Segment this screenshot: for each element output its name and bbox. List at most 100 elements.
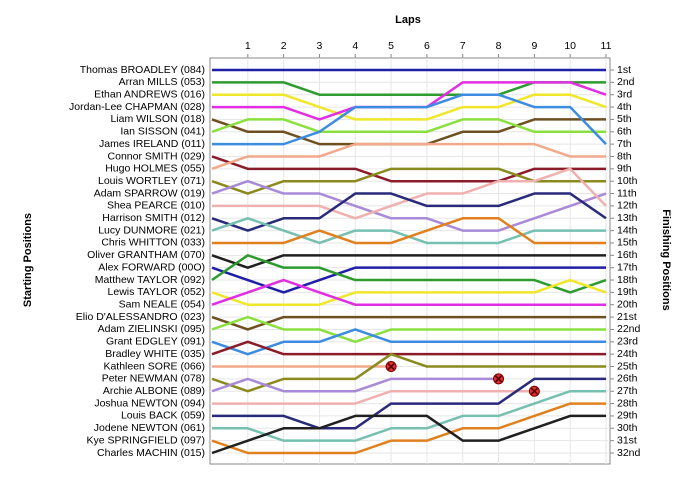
driver-label: Bradley WHITE (035) bbox=[105, 348, 205, 360]
y2-tick-label: 7th bbox=[617, 138, 632, 150]
y2-tick-label: 20th bbox=[617, 299, 638, 311]
y2-tick-label: 29th bbox=[617, 410, 638, 422]
driver-label: Adam ZIELINSKI (095) bbox=[98, 323, 205, 335]
y2-tick-label: 21st bbox=[617, 311, 637, 323]
lap-line bbox=[211, 254, 606, 269]
y2-tick-label: 32nd bbox=[617, 447, 641, 459]
lap-line bbox=[211, 118, 606, 134]
x-tick-label: 10 bbox=[564, 40, 576, 52]
lap-line bbox=[211, 167, 606, 195]
driver-label: Matthew TAYLOR (092) bbox=[95, 274, 205, 286]
lap-line bbox=[211, 315, 606, 331]
x-axis-title: Laps bbox=[395, 14, 421, 26]
lap-line bbox=[212, 217, 606, 245]
lap-line bbox=[211, 340, 606, 356]
driver-label: Oliver GRANTHAM (070) bbox=[87, 249, 205, 261]
x-tick-label: 5 bbox=[388, 40, 394, 52]
driver-label: Jodene NEWTON (061) bbox=[94, 422, 205, 434]
lap-line bbox=[211, 352, 606, 393]
y2-tick-label: 6th bbox=[617, 126, 632, 138]
retired-marker bbox=[493, 373, 505, 385]
retired-marker bbox=[385, 361, 397, 373]
lap-line bbox=[211, 377, 499, 393]
plot-frame bbox=[209, 57, 611, 465]
driver-label: Grant EDGLEY (091) bbox=[106, 336, 205, 348]
x-tick-label: 7 bbox=[460, 40, 466, 52]
driver-label: Kathleen SORE (066) bbox=[103, 360, 205, 372]
y2-tick-label: 30th bbox=[617, 422, 638, 434]
x-tick-label: 11 bbox=[601, 40, 612, 52]
y2-tick-label: 2nd bbox=[617, 76, 635, 88]
y2-tick-label: 16th bbox=[617, 249, 638, 261]
y2-tick-label: 25th bbox=[617, 360, 638, 372]
y2-tick-label: 10th bbox=[617, 175, 638, 187]
retired-marker bbox=[528, 385, 540, 397]
driver-label: Charles MACHIN (015) bbox=[97, 447, 205, 459]
driver-label: Adam SPARROW (019) bbox=[94, 187, 205, 199]
lap-line bbox=[211, 254, 607, 294]
driver-label: Shea PEARCE (010) bbox=[107, 200, 205, 212]
y2-tick-label: 18th bbox=[617, 274, 638, 286]
driver-label: Hugo HOLMES (055) bbox=[105, 163, 205, 175]
lap-line bbox=[211, 278, 606, 306]
driver-label: Elio D'ALESSANDRO (023) bbox=[76, 311, 205, 323]
x-tick-label: 8 bbox=[496, 40, 502, 52]
y2-tick-label: 8th bbox=[617, 150, 632, 162]
lap-line bbox=[212, 93, 607, 146]
x-tick-label: 2 bbox=[281, 40, 287, 52]
lap-line bbox=[211, 192, 607, 232]
driver-label: Ethan ANDREWS (016) bbox=[94, 88, 205, 100]
y2-tick-label: 27th bbox=[617, 385, 638, 397]
x-tick-label: 9 bbox=[531, 40, 537, 52]
driver-label: Lucy DUNMORE (021) bbox=[98, 224, 205, 236]
y2-tick-label: 24th bbox=[617, 348, 638, 360]
x-tick-label: 6 bbox=[424, 40, 430, 52]
y2-tick-label: 15th bbox=[617, 237, 638, 249]
driver-label: Ian SISSON (041) bbox=[120, 126, 205, 138]
y2-tick-label: 28th bbox=[617, 397, 638, 409]
driver-label: Chris WHITTON (033) bbox=[101, 237, 205, 249]
driver-label: Jordan-Lee CHAPMAN (028) bbox=[69, 101, 205, 113]
y2-tick-label: 14th bbox=[617, 224, 638, 236]
driver-label: Louis BACK (059) bbox=[121, 410, 205, 422]
y2-tick-label: 22nd bbox=[617, 323, 641, 335]
driver-label: Liam WILSON (018) bbox=[110, 113, 205, 125]
lap-line bbox=[211, 278, 607, 306]
y2-tick-label: 19th bbox=[617, 286, 638, 298]
driver-label: Harrison SMITH (012) bbox=[102, 212, 205, 224]
marker-part bbox=[387, 362, 395, 371]
lap-line bbox=[211, 179, 607, 232]
driver-label: Arran MILLS (053) bbox=[119, 76, 205, 88]
y2-axis-title: Finishing Positions bbox=[660, 209, 672, 310]
y-axis-title: Starting Positions bbox=[22, 213, 34, 307]
driver-label: Thomas BROADLEY (084) bbox=[80, 64, 205, 76]
driver-label: James IRELAND (011) bbox=[99, 138, 205, 150]
driver-label: Lewis TAYLOR (052) bbox=[108, 286, 205, 298]
driver-label: Joshua NEWTON (094) bbox=[94, 397, 205, 409]
marker-part bbox=[494, 375, 503, 383]
lap-line bbox=[211, 315, 606, 344]
y2-tick-label: 26th bbox=[617, 373, 638, 385]
driver-label: Archie ALBONE (089) bbox=[103, 385, 205, 397]
marker-part bbox=[530, 387, 538, 395]
lap-line bbox=[212, 389, 606, 442]
x-tick-label: 4 bbox=[352, 40, 358, 52]
lap-line bbox=[211, 142, 606, 171]
driver-label: Connor SMITH (029) bbox=[108, 150, 205, 162]
lap-line bbox=[212, 377, 606, 430]
x-tick-label: 3 bbox=[317, 40, 323, 52]
lap-line bbox=[211, 402, 606, 455]
y2-tick-label: 12th bbox=[617, 200, 638, 212]
lap-line bbox=[211, 155, 606, 183]
y2-tick-label: 11th bbox=[617, 187, 637, 199]
y2-tick-label: 13th bbox=[617, 212, 638, 224]
lap-line bbox=[212, 93, 607, 121]
y2-tick-label: 17th bbox=[617, 261, 638, 273]
y2-tick-label: 3rd bbox=[617, 88, 632, 100]
driver-label: Sam NEALE (054) bbox=[119, 299, 205, 311]
y2-tick-label: 23rd bbox=[617, 336, 638, 348]
y2-tick-label: 9th bbox=[617, 163, 632, 175]
lap-line bbox=[211, 328, 606, 356]
driver-label: Peter NEWMAN (078) bbox=[102, 373, 205, 385]
